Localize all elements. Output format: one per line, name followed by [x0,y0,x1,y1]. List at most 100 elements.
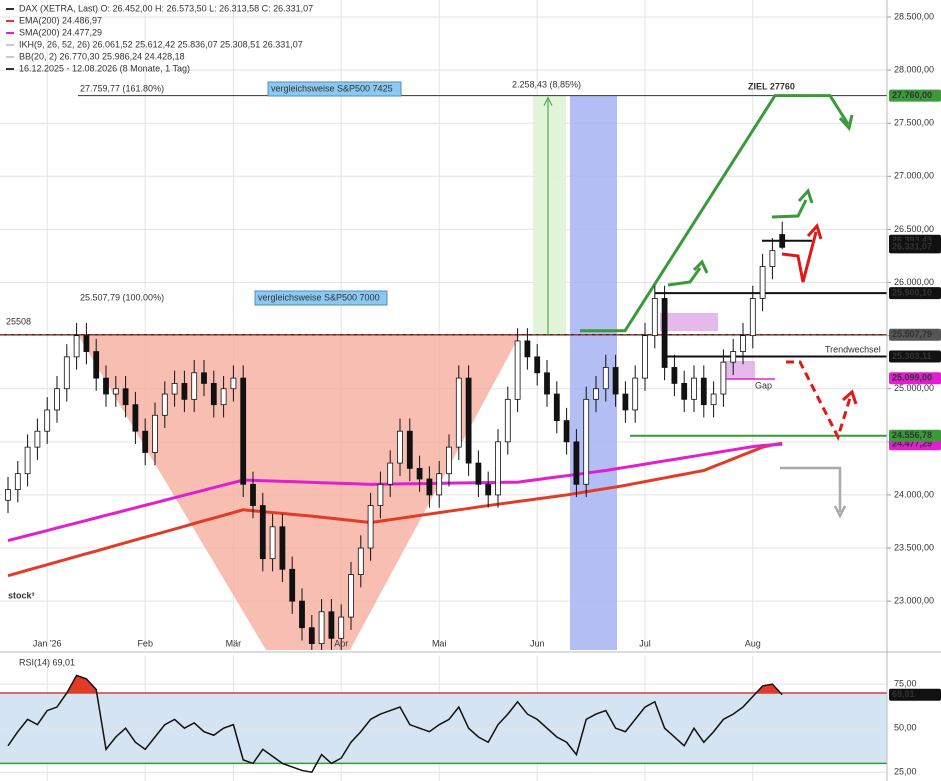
fib-label: 25.507,79 (100.00%) [80,292,164,302]
candle-body [446,446,452,475]
note-box [254,290,388,306]
candle-body [367,505,374,549]
level-badge [889,429,941,442]
highlight-band [533,95,566,335]
candle-body [681,383,688,400]
candle-body [44,409,51,432]
candle-body [553,393,560,421]
y-tick-label: 24.000,00 [894,489,934,499]
candle-body [495,441,501,496]
x-tick-label: Mai [432,638,447,648]
candle-body [416,467,423,480]
candle-body [406,430,413,469]
candle-body [103,377,109,395]
candle-body [651,298,658,337]
arrow [780,466,842,512]
candle-body [455,377,462,448]
arrow-head [543,96,553,106]
candle-body [769,250,776,267]
candle-body [583,398,590,485]
arrow-head [692,259,709,274]
legend-label: BB(20, 2) 26.770,30 25.986,24 24.428,18 [19,51,185,61]
level-label: 25.900,10 [892,288,932,298]
candle-body [14,473,21,491]
candle-body [612,367,619,395]
x-tick-label: Feb [137,638,153,648]
arrow [786,360,852,441]
candle-body [132,404,139,432]
zone [723,361,755,379]
candle-body [259,505,266,560]
arrow-head [797,188,814,204]
moving-average [7,442,783,543]
level-label: 26.331,07 [892,242,932,252]
candle-body [514,340,521,400]
note-text: vergleichsweise S&P500 7000 [258,292,380,302]
y-tick-label: 26.000,00 [894,277,934,287]
candle-body [720,361,727,395]
overlay: 23.000,0023.500,0024.000,0024.500,0025.0… [6,3,941,777]
x-tick-label: Mär [226,638,242,648]
y-tick-label: 28.000,00 [894,64,934,74]
candle-body [544,372,550,395]
neckline-label: 25508 [6,316,31,326]
candle-body [24,446,31,475]
candle-body [63,356,70,390]
moving-average [7,441,783,578]
zone [660,313,718,331]
candle-body [54,388,60,411]
level-label: 25.099,00 [892,373,932,383]
candle-body [710,393,717,406]
price-panel [0,0,887,650]
candle-body [642,335,648,379]
legend-label: EMA(200) 24.486,97 [19,15,102,25]
arrow-head [842,389,858,405]
y-tick-label: 23.000,00 [894,596,934,606]
candle-body [338,616,345,639]
candle-body [436,473,443,496]
level-label: 25.303,11 [892,351,932,361]
y-tick-label: 27.000,00 [894,171,934,181]
x-tick-label: Jan '26 [33,638,62,648]
candle-body [632,377,639,411]
legend-label: SMA(200) 24.477,29 [19,27,102,37]
candle-body [749,298,756,337]
candle-body [34,430,41,448]
candle-body [475,462,482,485]
x-tick-label: Jul [639,638,651,648]
x-tick-label: Aug [745,638,761,648]
candle-body [122,388,129,406]
rsi-line [7,674,783,774]
candle-body [740,335,746,352]
level-label: 24.477,29 [892,439,932,449]
y-tick-label: 50,00 [894,723,917,733]
candle-body [328,611,335,639]
candle-body [83,335,90,352]
trend-label: Trendwechsel [825,344,881,354]
gap-label: Gap [755,380,772,390]
fib-label: 27.759,77 (161.80%) [80,83,164,93]
arrow-head [833,505,847,519]
level-badge [889,287,941,300]
candle-body [191,372,198,400]
arrow-head [838,114,854,132]
candle-body [387,462,394,485]
candle-body [299,600,305,629]
legend-label: DAX (XETRA, Last) O: 26.452,00 H: 26.573… [19,3,313,13]
note-box [267,81,402,97]
y-tick-label: 25.000,00 [894,383,934,393]
level-label: 24.556,78 [892,430,932,440]
candle-body [622,393,629,411]
candle-body [348,574,354,618]
candle-body [602,367,609,390]
y-tick-label: 27.500,00 [894,118,934,128]
candle-body [504,398,511,443]
y-tick-label: 75,00 [894,679,917,689]
candle-body [671,367,678,384]
candle-body [269,526,276,560]
rsi-badge [889,688,941,701]
candle-body [318,611,325,645]
candle-body [691,377,697,400]
candle-body [230,377,237,390]
